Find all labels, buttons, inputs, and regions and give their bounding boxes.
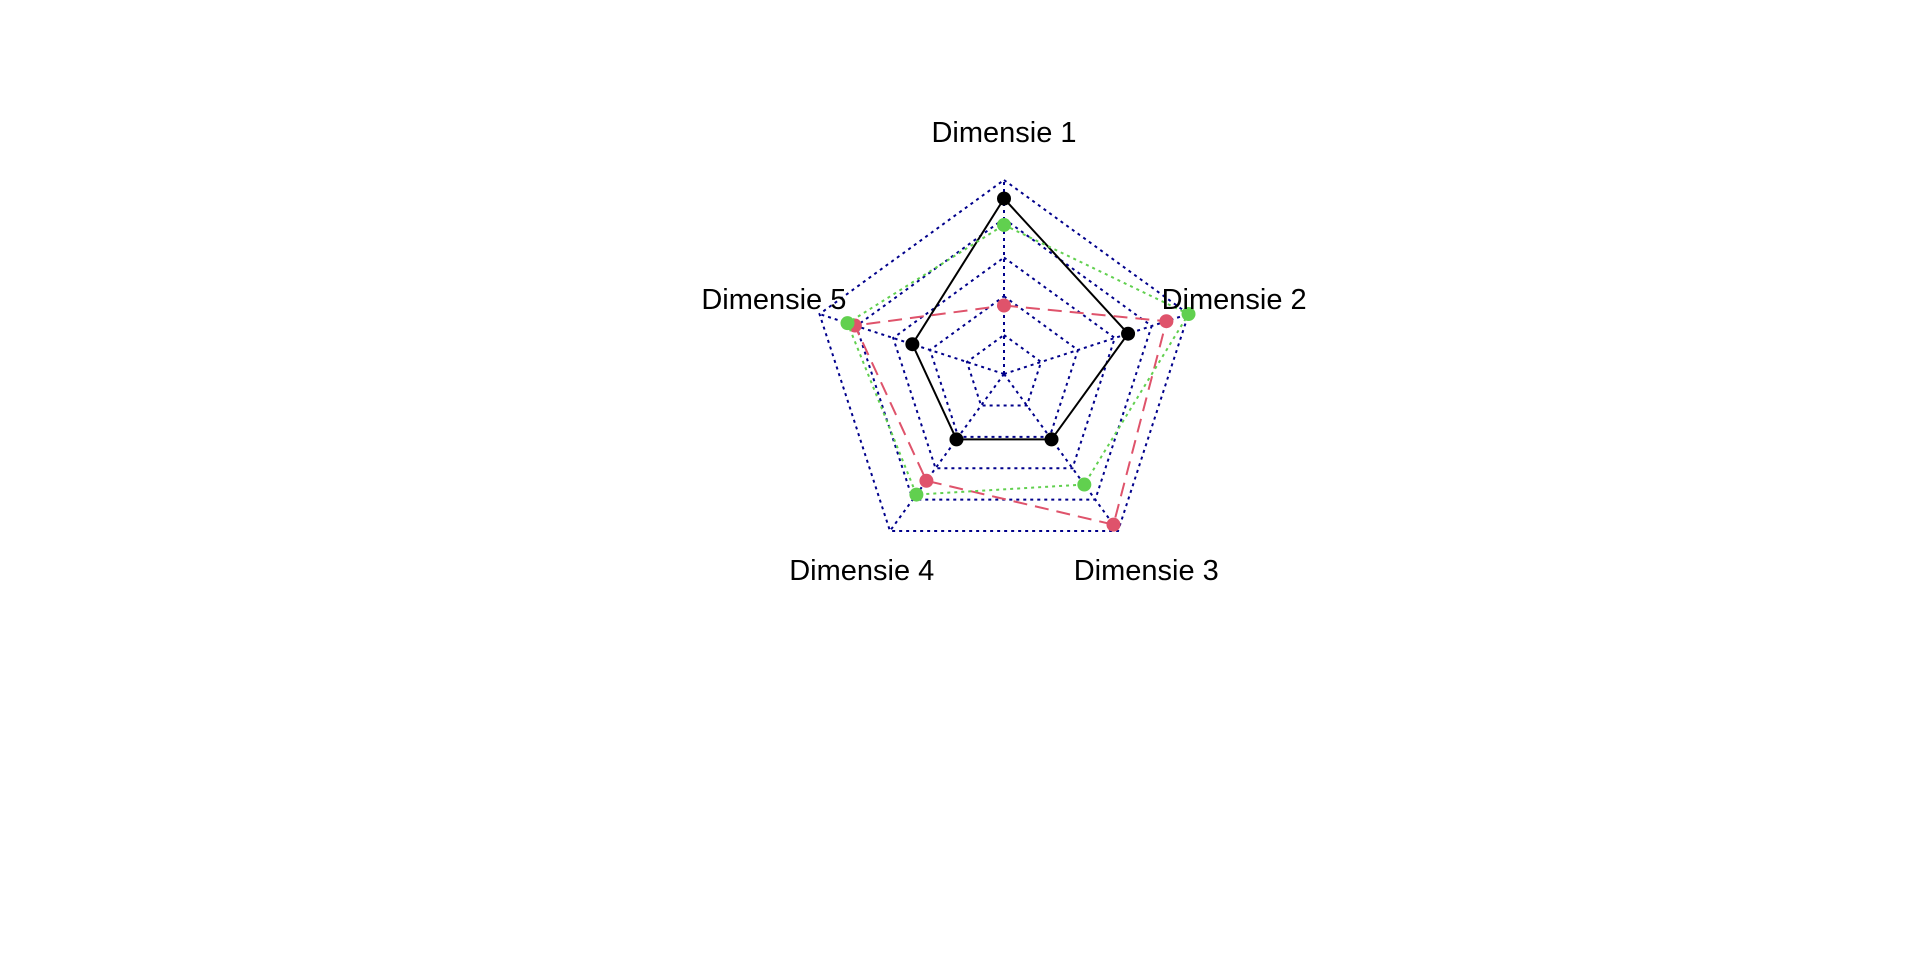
axis-label-dimensie-5: Dimensie 5 bbox=[701, 284, 846, 316]
series-1-point-3 bbox=[1044, 432, 1059, 447]
series-2-point-2 bbox=[1159, 314, 1174, 329]
series-3-line bbox=[846, 223, 1190, 496]
series-2-point-4 bbox=[919, 473, 934, 488]
series-1-point-1 bbox=[997, 191, 1011, 206]
series-3-point-1 bbox=[997, 217, 1011, 232]
series-2-point-1 bbox=[997, 298, 1011, 313]
grid-ring-4 bbox=[818, 178, 1190, 532]
axis-labels: Dimensie 1 Dimensie 2 Dimensie 3 Dimensi… bbox=[701, 117, 1306, 587]
series-1 bbox=[905, 191, 1136, 447]
series-1-point-4 bbox=[949, 432, 964, 447]
axis-label-dimensie-1: Dimensie 1 bbox=[931, 117, 1076, 149]
radar-grid bbox=[818, 178, 1190, 532]
grid-spoke-3 bbox=[1003, 373, 1119, 532]
series-3-point-3 bbox=[1077, 477, 1092, 492]
series-1-point-2 bbox=[1121, 326, 1136, 341]
grid-ring-2 bbox=[892, 256, 1116, 470]
grid-spoke-4 bbox=[889, 373, 1005, 532]
axis-label-dimensie-3: Dimensie 3 bbox=[1074, 555, 1219, 587]
grid-ring-1 bbox=[928, 295, 1080, 438]
radar-series bbox=[840, 191, 1196, 532]
grid-spoke-2 bbox=[1003, 313, 1189, 375]
axis-label-dimensie-2: Dimensie 2 bbox=[1162, 284, 1307, 316]
series-3-point-5 bbox=[840, 316, 855, 331]
series-3-point-2 bbox=[1181, 307, 1196, 322]
axis-label-dimensie-4: Dimensie 4 bbox=[789, 555, 934, 587]
series-3-point-4 bbox=[909, 487, 924, 502]
series-1-line bbox=[911, 196, 1130, 441]
series-2-line bbox=[853, 304, 1168, 526]
series-1-point-5 bbox=[905, 337, 920, 352]
grid-ring-0 bbox=[965, 333, 1043, 407]
series-3 bbox=[840, 217, 1196, 502]
series-2-point-3 bbox=[1106, 517, 1121, 532]
